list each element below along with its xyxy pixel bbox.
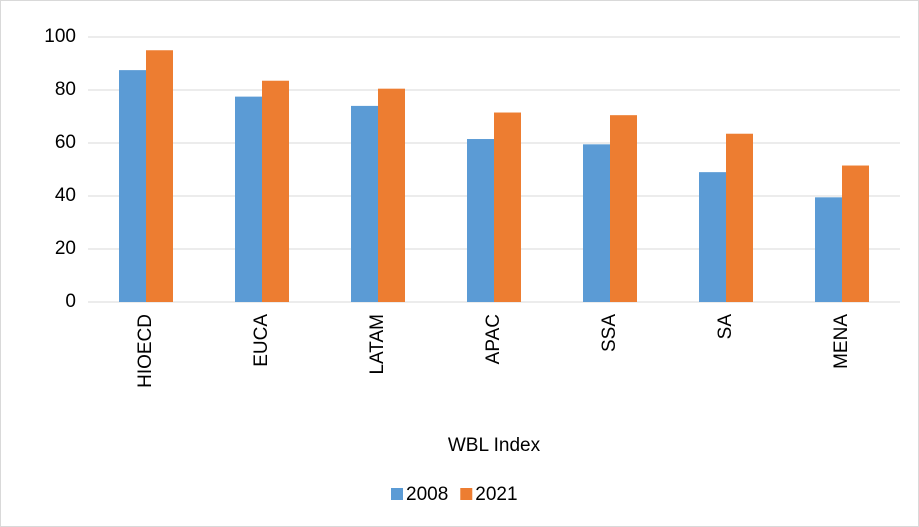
bar bbox=[699, 172, 726, 302]
bar bbox=[467, 139, 494, 302]
x-tick-label: SA bbox=[715, 314, 736, 340]
bar bbox=[262, 80, 289, 302]
bar bbox=[378, 88, 405, 302]
bar bbox=[610, 115, 637, 302]
bar bbox=[494, 112, 521, 303]
y-tick-label: 40 bbox=[55, 185, 76, 206]
y-tick-label: 0 bbox=[65, 291, 76, 312]
y-tick-label: 80 bbox=[55, 79, 76, 100]
y-tick-label: 100 bbox=[44, 26, 76, 47]
bar bbox=[815, 197, 842, 302]
bar bbox=[119, 70, 146, 302]
x-tick-label: EUCA bbox=[251, 314, 272, 367]
x-tick-label: HIOECD bbox=[135, 314, 156, 388]
x-tick-label: APAC bbox=[483, 314, 504, 364]
bar bbox=[351, 105, 378, 303]
legend-swatch bbox=[460, 488, 473, 500]
y-tick-label: 60 bbox=[55, 132, 76, 153]
bar bbox=[726, 133, 753, 302]
bar bbox=[235, 96, 262, 302]
legend-label: 2008 bbox=[406, 484, 448, 505]
y-tick-label: 20 bbox=[55, 238, 76, 259]
bar bbox=[146, 50, 173, 302]
bar bbox=[583, 144, 610, 302]
x-tick-label: LATAM bbox=[367, 314, 388, 375]
x-axis-title: WBL Index bbox=[448, 435, 541, 456]
x-tick-label: SSA bbox=[599, 314, 620, 352]
bar bbox=[842, 165, 869, 302]
x-tick-label: MENA bbox=[831, 314, 852, 369]
legend-swatch bbox=[391, 488, 403, 500]
legend-label: 2021 bbox=[475, 484, 517, 505]
